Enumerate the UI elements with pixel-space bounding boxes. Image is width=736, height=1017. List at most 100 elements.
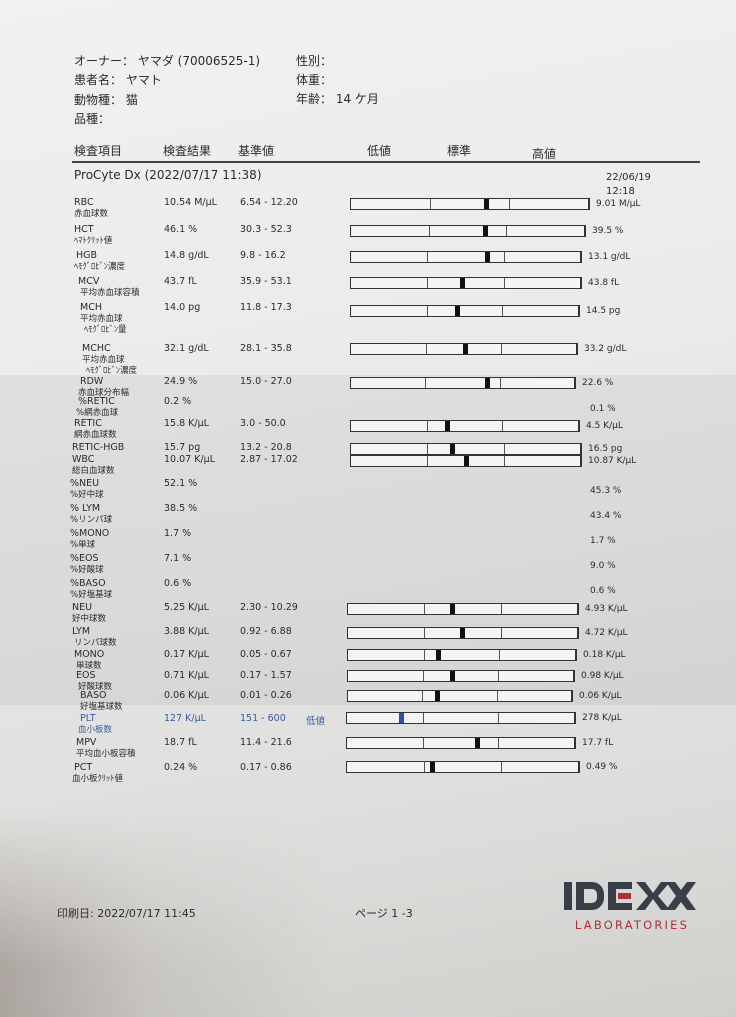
range-bar: [350, 420, 580, 432]
range-divider-high: [503, 444, 505, 454]
test-name: HGB: [76, 250, 98, 261]
result-value: 15.7 pg: [164, 442, 201, 453]
range-bar: [350, 455, 582, 467]
range-divider-low: [426, 421, 428, 431]
previous-value: 4.5 K/µL: [586, 421, 623, 431]
reference-range: 2.87 - 17.02: [240, 454, 298, 465]
previous-date: 22/06/19 12:18: [606, 171, 651, 199]
range-bar: [350, 305, 580, 317]
range-divider-high: [506, 226, 508, 236]
previous-value: 43.4 %: [590, 511, 622, 521]
range-marker: [462, 344, 468, 354]
range-bar: [347, 690, 573, 702]
reference-range: 15.0 - 27.0: [240, 376, 292, 387]
range-divider-low: [427, 456, 429, 466]
page-number: ページ 1 -3: [355, 907, 413, 920]
previous-value: 4.93 K/µL: [585, 604, 628, 614]
previous-value: 17.7 fL: [582, 738, 614, 748]
result-value: 10.54 M/µL: [164, 197, 217, 208]
reference-range: 30.3 - 52.3: [240, 224, 292, 235]
result-value: 10.07 K/µL: [164, 454, 215, 465]
reference-range: 0.01 - 0.26: [240, 690, 292, 701]
result-value: 32.1 g/dL: [164, 343, 209, 354]
test-name: MCV: [78, 276, 100, 287]
range-bar: [347, 627, 579, 639]
test-name: RETIC-HGB: [72, 442, 125, 453]
result-value: 0.17 K/µL: [164, 649, 209, 660]
test-name: RBC: [74, 197, 94, 208]
result-value: 0.2 %: [164, 396, 192, 407]
range-bar: [350, 198, 590, 210]
test-name: PCT: [74, 762, 93, 773]
idexx-logo: LABORATORIES: [562, 878, 702, 938]
range-marker: [445, 421, 451, 431]
col-result: 検査結果: [163, 144, 212, 158]
species-value: 猫: [125, 93, 138, 107]
range-divider-high: [499, 650, 501, 660]
previous-value: 4.72 K/µL: [585, 628, 628, 638]
reference-range: 0.17 - 0.86: [240, 762, 292, 773]
range-divider-high: [503, 252, 505, 262]
result-value: 1.7 %: [164, 528, 192, 539]
sex-field: 性別：: [296, 52, 332, 69]
test-name-jp: ﾍﾓｸﾞﾛﾋﾞﾝ濃度: [74, 262, 126, 272]
test-name: % LYM: [70, 503, 101, 514]
species-label: 動物種：: [74, 93, 123, 107]
owner-field: オーナー： ヤマダ (70006525-1): [74, 52, 260, 69]
range-marker: [483, 199, 489, 209]
range-marker: [435, 691, 441, 701]
range-divider-low: [425, 344, 427, 354]
test-name-jp: ﾍﾓｸﾞﾛﾋﾞﾝ濃度: [86, 366, 138, 376]
range-marker: [485, 252, 491, 262]
test-name-jp: 赤血球数: [74, 209, 109, 219]
svg-text:LABORATORIES: LABORATORIES: [575, 918, 689, 932]
previous-value: 14.5 pg: [586, 306, 621, 316]
reference-range: 11.8 - 17.3: [240, 302, 292, 313]
test-name-jp: ﾍﾏﾄｸﾘｯﾄ値: [74, 236, 113, 246]
range-divider-low: [422, 738, 424, 748]
low-flag: 低値: [306, 716, 326, 727]
idexx-logo-graphic: LABORATORIES: [564, 882, 696, 932]
result-value: 3.88 K/µL: [164, 626, 209, 637]
range-bar: [350, 225, 586, 237]
range-divider-high: [496, 691, 498, 701]
test-name-jp: 好中球数: [72, 614, 107, 624]
range-marker: [436, 650, 442, 660]
owner-value: ヤマダ (70006525-1): [137, 54, 261, 68]
col-normal: 標準: [447, 144, 472, 158]
range-marker: [464, 456, 470, 466]
reference-range: 35.9 - 53.1: [240, 276, 292, 287]
result-value: 0.24 %: [164, 762, 198, 773]
range-divider-low: [427, 278, 429, 288]
range-bar: [346, 712, 576, 724]
range-divider-high: [502, 306, 504, 316]
range-marker: [450, 444, 456, 454]
range-divider-low: [427, 252, 429, 262]
previous-value: 45.3 %: [590, 486, 622, 496]
test-name-jp: 赤血球分布幅: [78, 388, 130, 398]
range-divider-low: [426, 306, 428, 316]
previous-value: 13.1 g/dL: [588, 252, 631, 262]
test-name-jp: %好酸球: [70, 565, 104, 575]
patient-name-label: 患者名：: [74, 73, 123, 87]
previous-value: 0.06 K/µL: [579, 691, 622, 701]
range-bar: [347, 649, 577, 661]
range-bar: [350, 251, 582, 263]
patient-name-field: 患者名： ヤマト: [74, 71, 162, 88]
test-name: %BASO: [70, 578, 106, 589]
range-marker: [459, 278, 465, 288]
reference-range: 2.30 - 10.29: [240, 602, 298, 613]
result-value: 14.8 g/dL: [164, 250, 209, 261]
reference-range: 28.1 - 35.8: [240, 343, 292, 354]
test-name-jp: 平均赤血球: [82, 355, 125, 365]
test-name-jp: ﾍﾓｸﾞﾛﾋﾞﾝ量: [84, 325, 127, 335]
result-value: 46.1 %: [164, 224, 198, 235]
previous-value: 1.7 %: [590, 536, 616, 546]
previous-value: 43.8 fL: [588, 278, 620, 288]
range-marker: [398, 713, 404, 723]
reference-range: 0.05 - 0.67: [240, 649, 292, 660]
range-divider-high: [502, 421, 504, 431]
previous-value: 39.5 %: [592, 226, 624, 236]
test-name: %MONO: [70, 528, 110, 539]
print-date: 印刷日: 2022/07/17 11:45: [57, 907, 196, 920]
